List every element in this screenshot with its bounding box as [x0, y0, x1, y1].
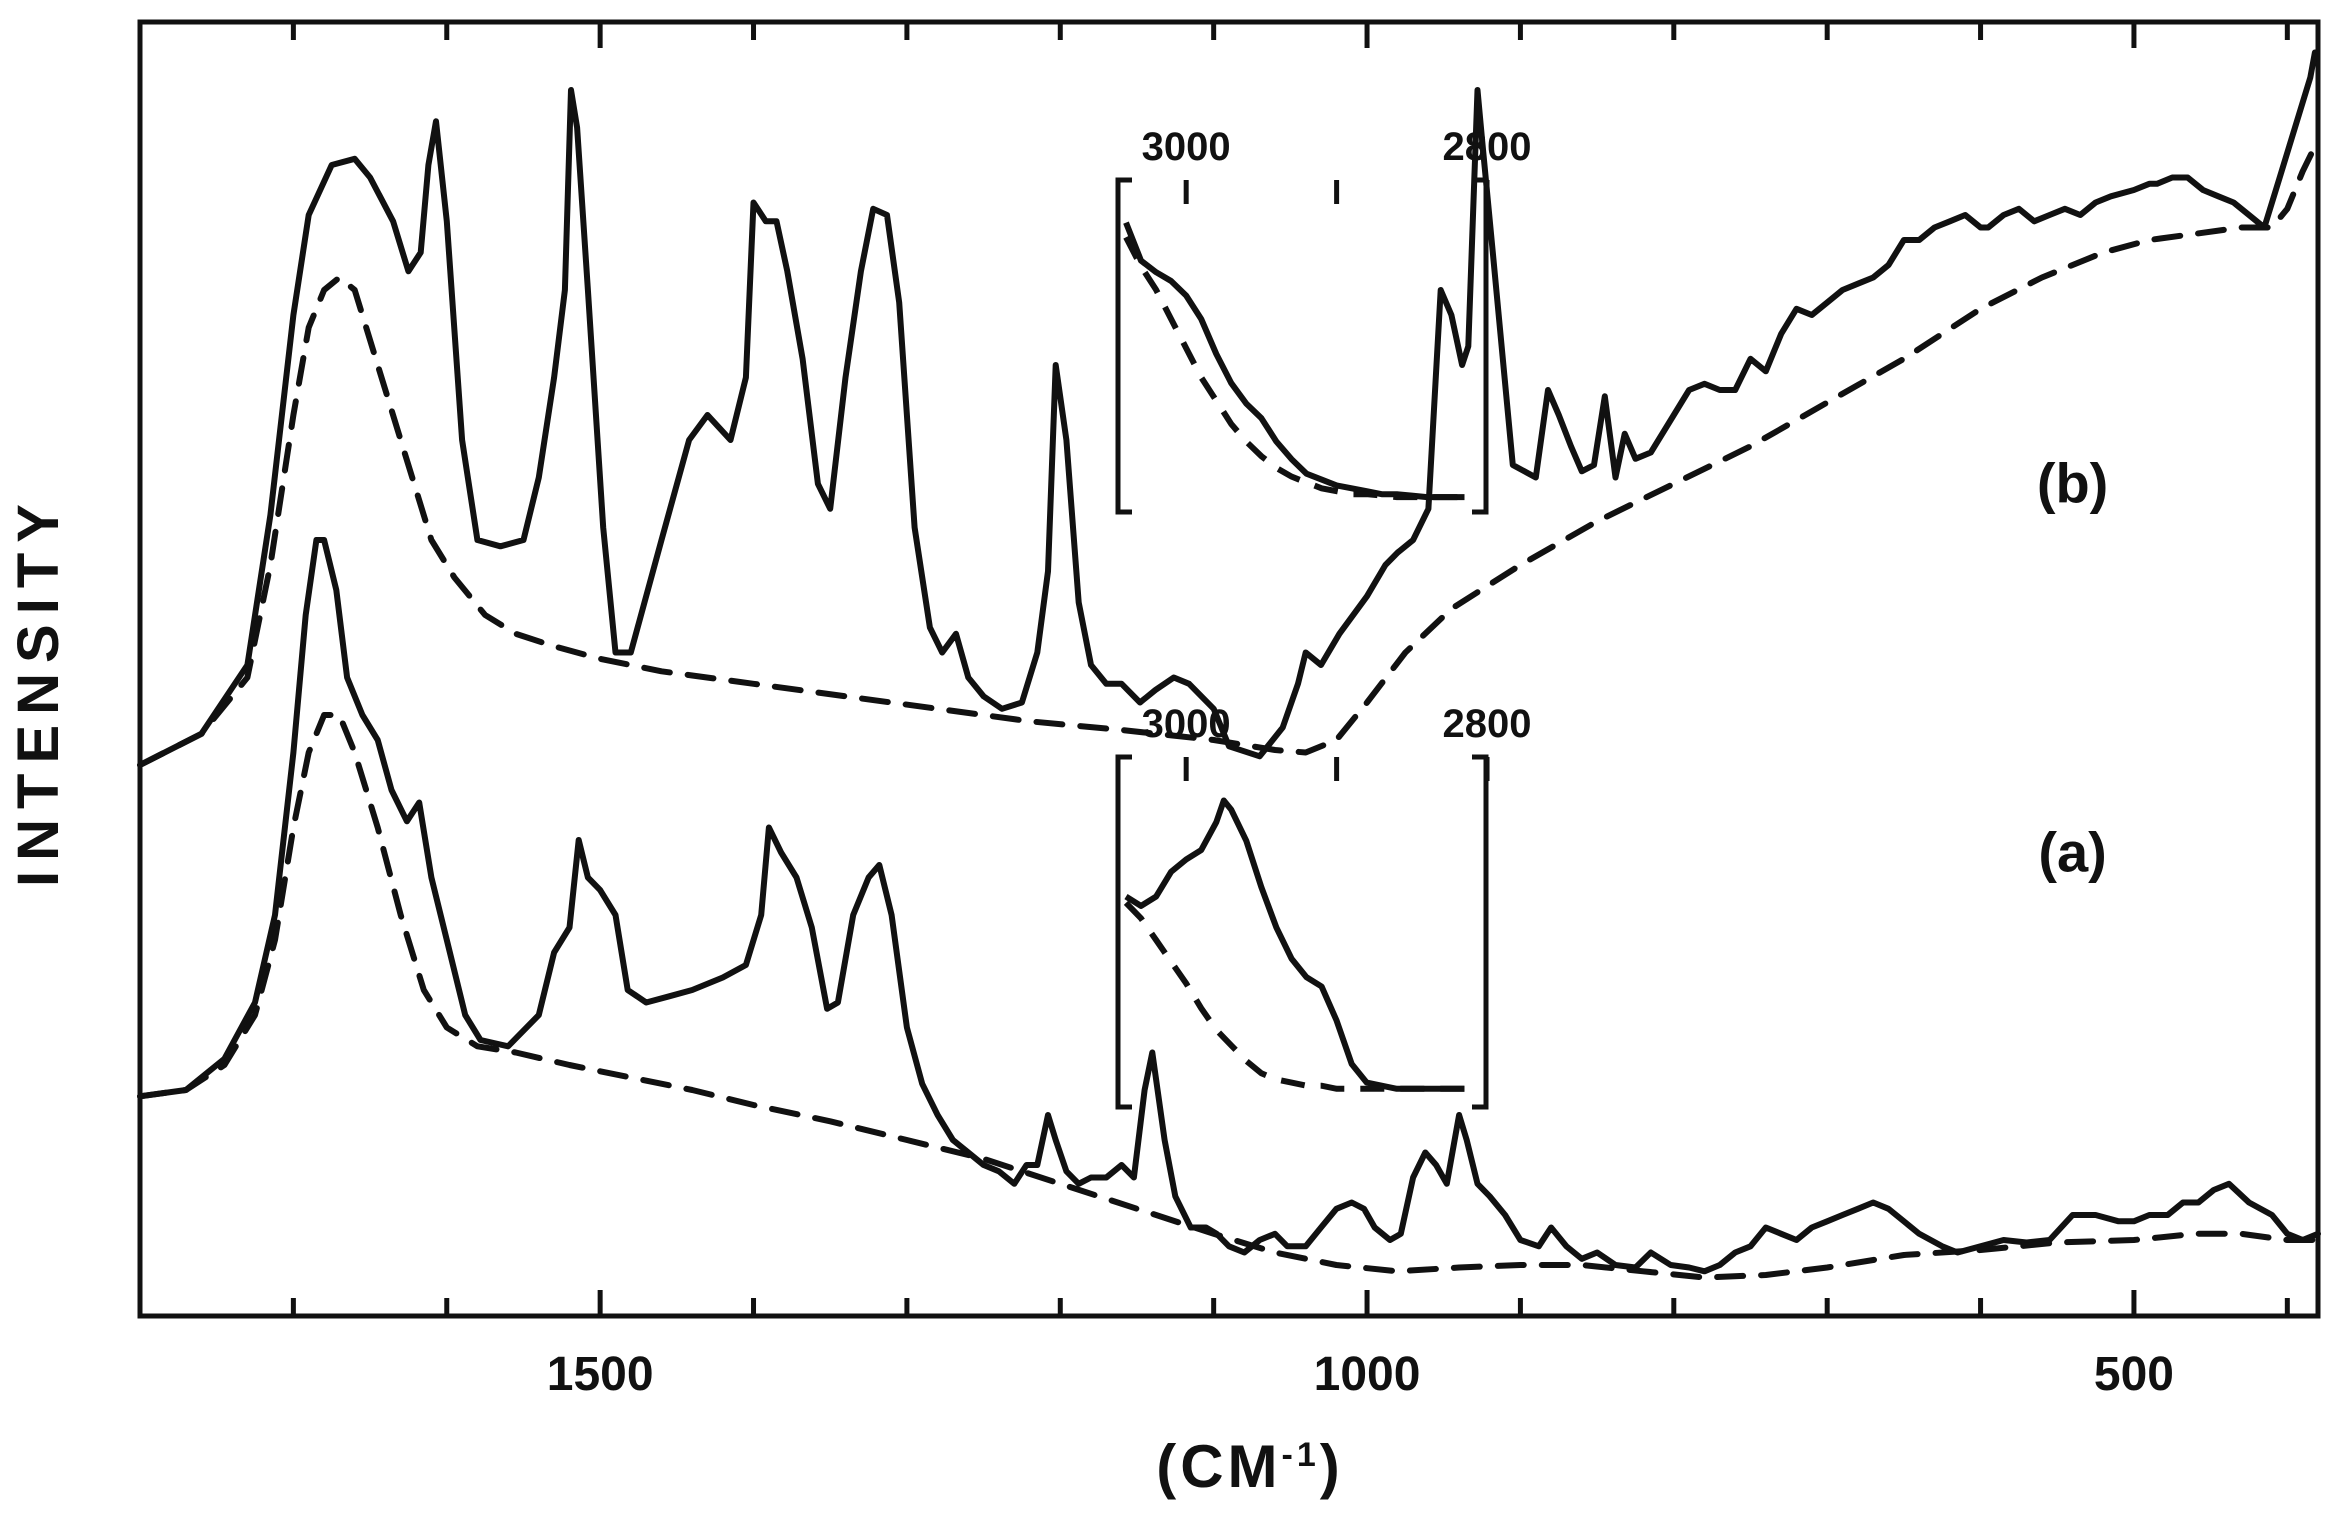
x-axis-title-close: ) — [1319, 1433, 1344, 1500]
x-tick-label: 1000 — [1314, 1348, 1421, 1401]
inset-bracket-right — [1472, 754, 1489, 1110]
spectrum-line-2 — [137, 537, 2321, 1275]
inset-baseline-dashed — [1123, 900, 1465, 1092]
curve-labels: (b) (a) — [2037, 452, 2109, 884]
inset-label-left: 3000 — [1142, 702, 1231, 746]
x-axis-title: (CM-1) — [1100, 1432, 1400, 1501]
inset-spectrum-line — [1123, 221, 1465, 501]
spectrum-line-0 — [137, 49, 2318, 768]
inset-label-right: 2800 — [1443, 125, 1532, 169]
plot-frame — [137, 19, 2321, 1319]
insets-layer: 3000 2800 3000 2800 — [1115, 125, 1532, 1110]
series-label: (b) — [2037, 452, 2109, 515]
inset-b: 3000 2800 — [1115, 125, 1532, 515]
inset-label-right: 2800 — [1443, 702, 1532, 746]
x-axis-ticks: 1500 1000 500 — [290, 22, 2290, 1401]
x-axis-title-exponent: -1 — [1281, 1436, 1320, 1474]
x-tick-label: 1500 — [547, 1348, 654, 1401]
inset-a: 3000 2800 — [1115, 702, 1532, 1110]
x-tick-label: 500 — [2094, 1348, 2174, 1401]
baseline-dashed-3 — [137, 712, 2321, 1281]
series-layer — [137, 49, 2321, 1281]
inset-label-left: 3000 — [1142, 125, 1231, 169]
inset-bracket-right — [1472, 177, 1489, 515]
inset-spectrum-line — [1124, 797, 1465, 1092]
inset-bracket-left — [1115, 754, 1132, 1110]
inset-bracket-left — [1115, 177, 1132, 515]
series-label: (a) — [2038, 820, 2106, 883]
inset-baseline-dashed — [1123, 235, 1465, 501]
baseline-dashed-1 — [137, 137, 2321, 768]
x-axis-title-main: (CM — [1156, 1433, 1282, 1500]
plot-border — [137, 19, 2321, 1319]
